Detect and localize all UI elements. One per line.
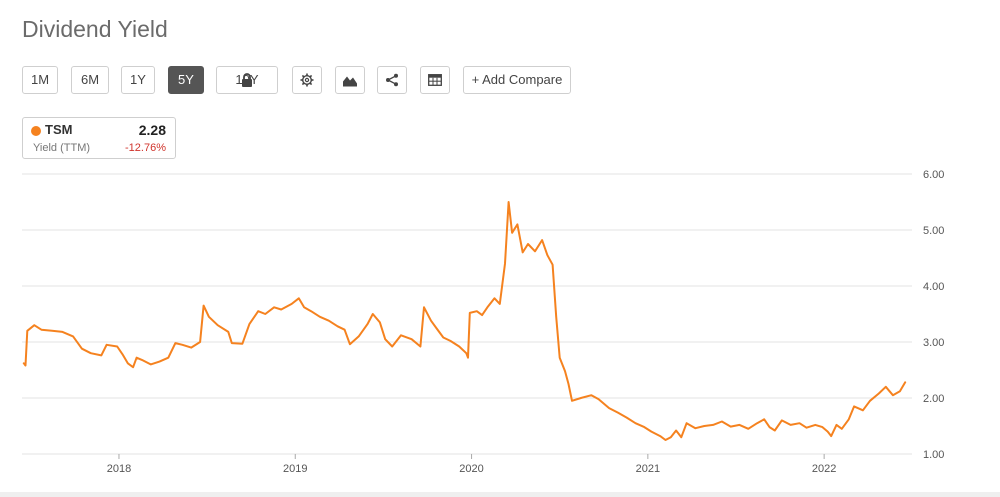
- series-line: [22, 201, 907, 441]
- x-tick-label: 2020: [459, 463, 483, 475]
- range-5y-button[interactable]: 5Y: [168, 66, 204, 94]
- legend-change: -12.76%: [125, 142, 166, 154]
- table-view-button[interactable]: [420, 66, 450, 94]
- chart-type-icon: [343, 76, 357, 87]
- y-tick-label: 5.00: [923, 225, 944, 237]
- share-icon: [386, 73, 398, 87]
- legend-symbol: TSM: [45, 122, 73, 137]
- range-1m-button[interactable]: 1M: [22, 66, 58, 94]
- y-tick-label: 3.00: [923, 337, 944, 349]
- bottom-divider: [0, 492, 1000, 497]
- range-1y-button[interactable]: 1Y: [121, 66, 155, 94]
- series-legend: TSM 2.28 Yield (TTM) -12.76%: [22, 117, 176, 159]
- lock-icon: [242, 73, 252, 87]
- range-10y-button[interactable]: 10Y: [216, 66, 278, 94]
- page-title: Dividend Yield: [22, 16, 168, 42]
- legend-value: 2.28: [138, 122, 166, 138]
- x-tick-label: 2018: [107, 463, 131, 475]
- series-color-dot: [31, 126, 41, 136]
- share-button[interactable]: [377, 66, 407, 94]
- add-compare-button[interactable]: + Add Compare: [463, 66, 571, 94]
- gear-icon: [300, 73, 314, 87]
- table-icon: [428, 74, 442, 86]
- legend-metric: Yield (TTM): [33, 142, 91, 154]
- y-tick-label: 4.00: [923, 281, 944, 293]
- y-tick-label: 2.00: [923, 393, 944, 405]
- chart-type-button[interactable]: [335, 66, 365, 94]
- x-tick-label: 2021: [636, 463, 660, 475]
- x-tick-label: 2019: [283, 463, 307, 475]
- range-6m-button[interactable]: 6M: [71, 66, 109, 94]
- y-tick-label: 1.00: [923, 449, 944, 461]
- settings-button[interactable]: [292, 66, 322, 94]
- x-tick-label: 2022: [812, 463, 836, 475]
- y-tick-label: 6.00: [923, 169, 944, 181]
